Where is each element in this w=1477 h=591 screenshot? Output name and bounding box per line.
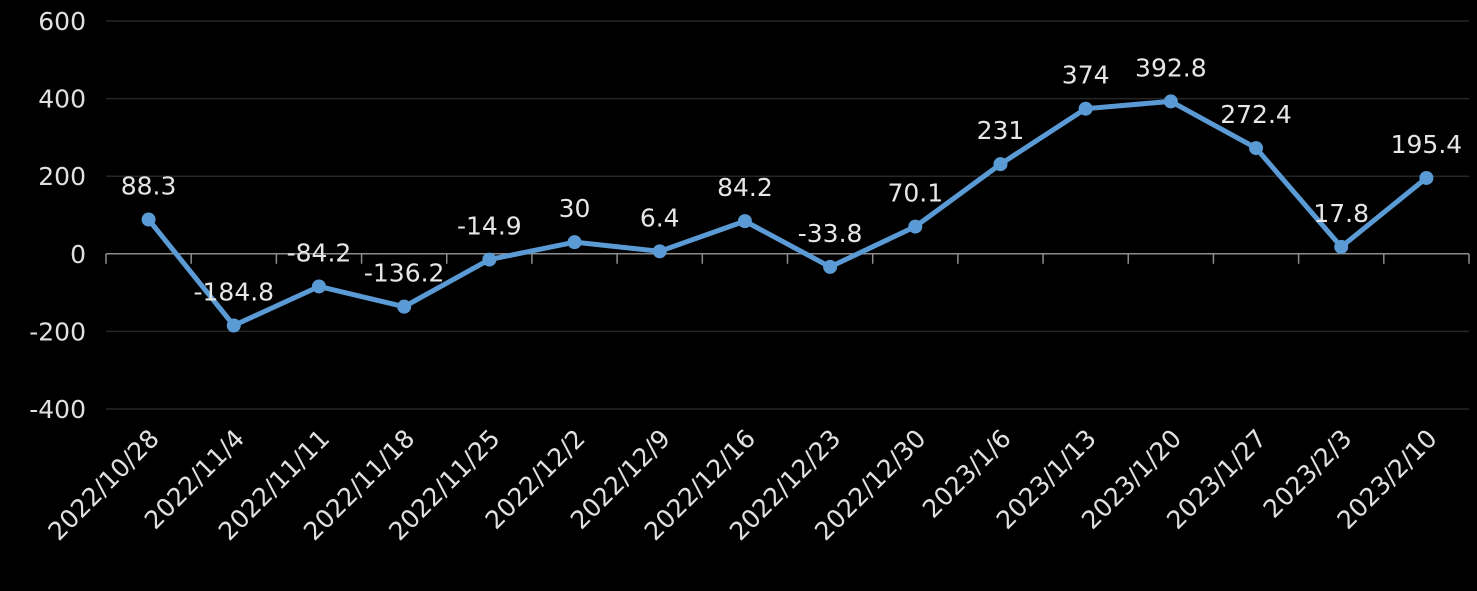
- data-label: 231: [977, 116, 1025, 145]
- data-point: [652, 244, 667, 259]
- data-label: -184.8: [193, 278, 274, 307]
- data-point: [482, 252, 497, 267]
- data-point: [1249, 141, 1264, 156]
- y-tick-label: -400: [29, 395, 86, 424]
- data-point: [1078, 101, 1093, 116]
- data-point: [567, 235, 582, 250]
- data-point: [993, 157, 1008, 172]
- data-label: 88.3: [121, 172, 177, 201]
- data-label: 17.8: [1313, 199, 1369, 228]
- data-label: -84.2: [287, 238, 352, 267]
- y-tick-label: 600: [38, 7, 86, 36]
- y-tick-label: -200: [29, 317, 86, 346]
- series-line: [146, 98, 1428, 329]
- data-label: 84.2: [717, 173, 773, 202]
- data-point: [397, 299, 412, 314]
- data-point: [311, 279, 326, 294]
- data-label: 272.4: [1220, 100, 1292, 129]
- data-label: -33.8: [798, 219, 863, 248]
- data-point: [823, 259, 838, 274]
- data-label: 6.4: [640, 203, 680, 232]
- data-label: -136.2: [364, 259, 445, 288]
- x-tick-label: 2022/10/28: [42, 424, 164, 546]
- y-tick-label: 400: [38, 85, 86, 114]
- data-label: 70.1: [887, 179, 943, 208]
- data-point: [141, 212, 156, 227]
- y-tick-label: 200: [38, 162, 86, 191]
- data-label: 30: [559, 194, 591, 223]
- y-tick-label: 0: [70, 240, 86, 269]
- data-point: [737, 214, 752, 229]
- data-label: 195.4: [1391, 130, 1463, 159]
- data-label: 374: [1062, 61, 1110, 90]
- data-label: 392.8: [1135, 53, 1207, 82]
- data-point: [226, 318, 241, 333]
- data-point: [908, 219, 923, 234]
- data-point: [1419, 170, 1434, 185]
- data-point: [1334, 239, 1349, 254]
- data-label: -14.9: [457, 212, 522, 241]
- data-point: [1163, 94, 1178, 109]
